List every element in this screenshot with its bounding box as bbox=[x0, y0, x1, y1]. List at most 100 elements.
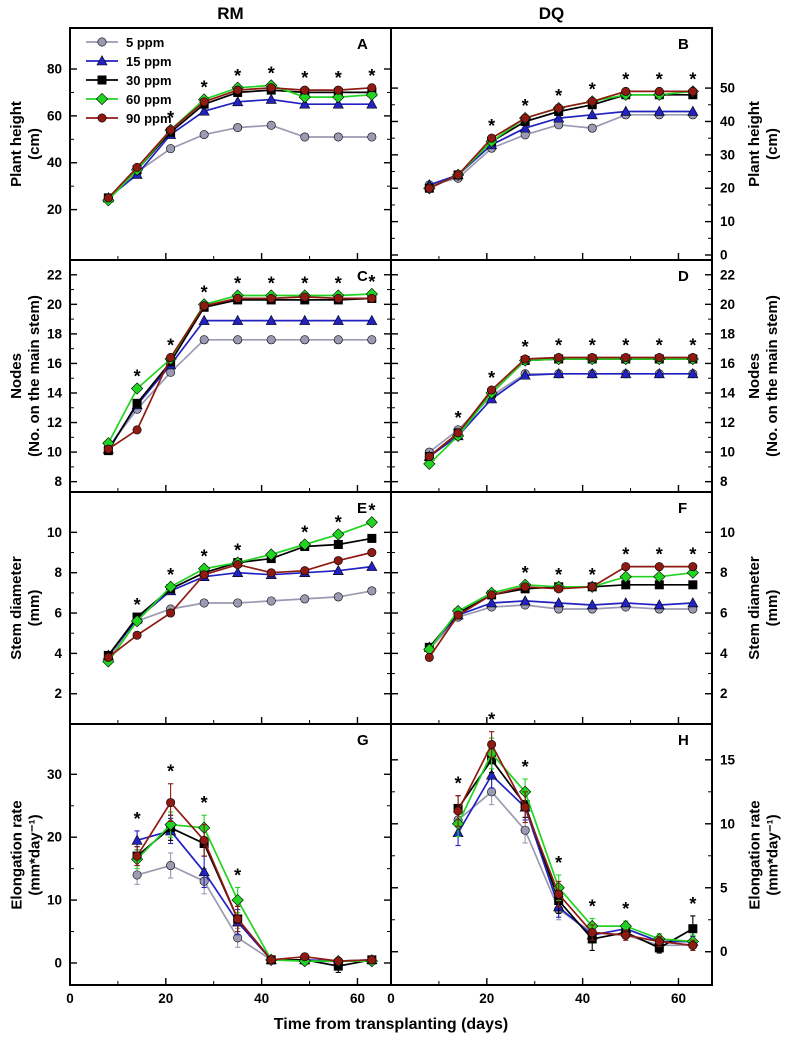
legend-marker-30ppm-icon bbox=[86, 75, 118, 85]
significance-asterisk: * bbox=[335, 512, 342, 532]
svg-text:20: 20 bbox=[47, 297, 62, 312]
significance-asterisk: * bbox=[134, 809, 141, 829]
y-axis-title-line: Plant height bbox=[745, 101, 763, 187]
svg-text:20: 20 bbox=[720, 181, 735, 196]
y-axis-title-line: (mm) bbox=[26, 589, 43, 627]
significance-asterisk: * bbox=[201, 77, 208, 97]
significance-asterisk: * bbox=[555, 853, 562, 873]
significance-asterisk: * bbox=[622, 899, 629, 919]
significance-asterisk: * bbox=[689, 894, 696, 914]
significance-asterisk: * bbox=[522, 337, 529, 357]
y-axis-title-line: Nodes bbox=[7, 353, 25, 399]
svg-text:15: 15 bbox=[720, 752, 736, 767]
panel-G: 0 10 20 30 0 20 40 60 * * * * bbox=[47, 723, 392, 1006]
y-axis-title-line: (cm) bbox=[764, 128, 781, 160]
significance-asterisk: * bbox=[589, 336, 596, 356]
significance-asterisk: * bbox=[622, 545, 629, 565]
legend-item: 30 ppm bbox=[84, 71, 172, 89]
significance-asterisk: * bbox=[301, 273, 308, 293]
y-axis-title-line: (No. on the main stem) bbox=[764, 295, 781, 457]
significance-asterisk: * bbox=[335, 273, 342, 293]
svg-text:60: 60 bbox=[350, 991, 365, 1006]
svg-text:8: 8 bbox=[720, 565, 728, 580]
significance-asterisk: * bbox=[589, 565, 596, 585]
legend-item: 60 ppm bbox=[84, 90, 172, 108]
svg-text:40: 40 bbox=[47, 155, 62, 170]
svg-text:40: 40 bbox=[720, 114, 735, 129]
significance-asterisk: * bbox=[368, 500, 375, 520]
significance-asterisk: * bbox=[368, 272, 375, 292]
svg-text:8: 8 bbox=[720, 474, 728, 489]
svg-text:40: 40 bbox=[254, 991, 269, 1006]
legend-item: 90 ppm bbox=[84, 109, 172, 127]
significance-asterisk: * bbox=[234, 866, 241, 886]
significance-asterisk: * bbox=[589, 896, 596, 916]
svg-text:22: 22 bbox=[47, 267, 62, 282]
legend-label: 5 ppm bbox=[126, 34, 165, 50]
svg-text:18: 18 bbox=[720, 326, 736, 341]
y-axis-title-elongation-rate-left: Elongation rate (mm*day⁻¹) bbox=[5, 724, 47, 985]
legend-marker-60ppm-icon bbox=[86, 92, 118, 106]
panel-D: 8 10 12 14 16 18 20 22 * * * * * * * * bbox=[390, 259, 736, 493]
significance-asterisk: * bbox=[167, 108, 174, 128]
y-axis-title-plant-height-right: Plant height (cm) bbox=[743, 28, 785, 260]
svg-text:16: 16 bbox=[720, 356, 736, 371]
svg-text:20: 20 bbox=[720, 297, 735, 312]
significance-asterisk: * bbox=[555, 86, 562, 106]
legend-item: 5 ppm bbox=[84, 33, 172, 51]
significance-asterisk: * bbox=[368, 66, 375, 86]
significance-asterisk: * bbox=[455, 774, 462, 794]
panel-letter-g: G bbox=[357, 732, 369, 749]
svg-text:12: 12 bbox=[47, 415, 62, 430]
y-axis-title-line: (mm*day⁻¹) bbox=[26, 813, 43, 896]
panel-letter-f: F bbox=[678, 500, 688, 517]
svg-text:0: 0 bbox=[720, 944, 728, 959]
legend-label: 30 ppm bbox=[126, 72, 172, 88]
significance-asterisk: * bbox=[335, 68, 342, 88]
svg-text:60: 60 bbox=[47, 108, 62, 123]
y-axis-title-nodes-right: Nodes (No. on the main stem) bbox=[743, 260, 785, 492]
svg-text:2: 2 bbox=[720, 686, 728, 701]
significance-asterisk: * bbox=[488, 368, 495, 388]
significance-asterisk: * bbox=[455, 408, 462, 428]
svg-text:0: 0 bbox=[66, 991, 74, 1006]
y-axis-title-line: (mm) bbox=[764, 589, 781, 627]
significance-asterisk: * bbox=[167, 565, 174, 585]
panel-F: 2 4 6 8 10 * * * * * * bbox=[390, 491, 735, 725]
significance-asterisk: * bbox=[689, 69, 696, 89]
panel-letter-a: A bbox=[357, 36, 368, 53]
significance-asterisk: * bbox=[201, 547, 208, 567]
column-title-rm: RM bbox=[217, 4, 244, 23]
y-axis-title-line: (No. on the main stem) bbox=[26, 295, 43, 457]
significance-asterisk: * bbox=[488, 710, 495, 730]
panel-letter-c: C bbox=[357, 268, 368, 285]
significance-asterisk: * bbox=[622, 336, 629, 356]
significance-asterisk: * bbox=[522, 757, 529, 777]
svg-text:12: 12 bbox=[720, 415, 735, 430]
svg-text:20: 20 bbox=[47, 202, 62, 217]
significance-asterisk: * bbox=[522, 96, 529, 116]
panel-letter-d: D bbox=[678, 268, 689, 285]
svg-text:5: 5 bbox=[720, 880, 728, 895]
y-axis-title-line: Nodes bbox=[745, 353, 763, 399]
svg-text:16: 16 bbox=[47, 356, 63, 371]
significance-asterisk: * bbox=[301, 68, 308, 88]
significance-asterisk: * bbox=[589, 79, 596, 99]
svg-text:10: 10 bbox=[720, 525, 735, 540]
svg-text:6: 6 bbox=[54, 606, 62, 621]
svg-text:0: 0 bbox=[720, 247, 728, 262]
svg-text:2: 2 bbox=[54, 686, 62, 701]
svg-text:10: 10 bbox=[720, 816, 735, 831]
y-axis-title-line: Stem diameter bbox=[745, 556, 763, 660]
significance-asterisk: * bbox=[201, 282, 208, 302]
y-axis-title-nodes-left: Nodes (No. on the main stem) bbox=[5, 260, 47, 492]
svg-text:8: 8 bbox=[54, 565, 62, 580]
significance-asterisk: * bbox=[268, 273, 275, 293]
significance-asterisk: * bbox=[268, 63, 275, 83]
svg-text:40: 40 bbox=[575, 991, 590, 1006]
svg-text:20: 20 bbox=[479, 991, 494, 1006]
legend-marker-90ppm-icon bbox=[86, 113, 118, 123]
y-axis-title-line: Stem diameter bbox=[7, 556, 25, 660]
